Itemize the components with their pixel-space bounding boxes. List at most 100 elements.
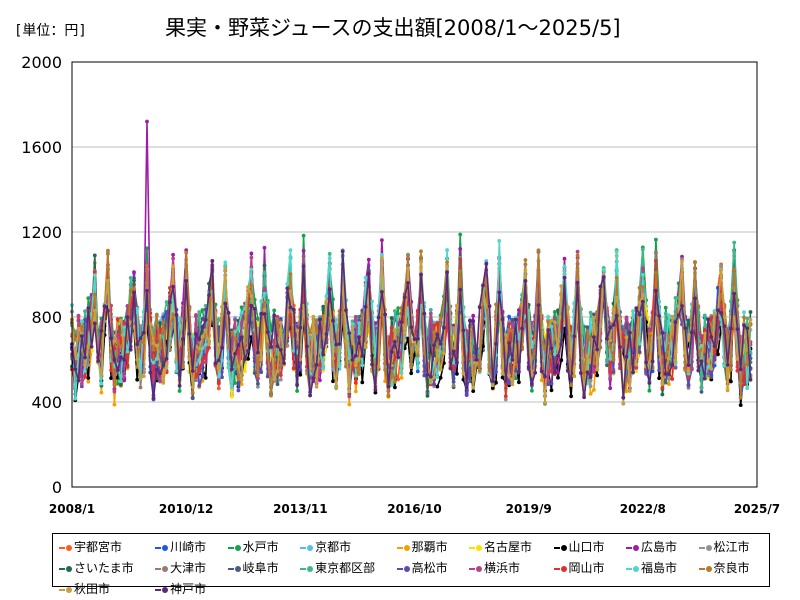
data-point bbox=[128, 347, 133, 352]
data-point bbox=[611, 357, 616, 362]
data-point bbox=[562, 264, 567, 269]
data-point bbox=[353, 380, 358, 385]
data-point bbox=[92, 321, 97, 326]
data-point bbox=[533, 370, 538, 375]
data-point bbox=[102, 304, 107, 309]
data-point bbox=[507, 381, 511, 386]
series-lines bbox=[70, 119, 753, 407]
data-point bbox=[608, 338, 613, 343]
data-point bbox=[288, 313, 293, 317]
data-point bbox=[539, 369, 544, 374]
data-point bbox=[451, 326, 456, 331]
data-point bbox=[618, 345, 622, 349]
data-point bbox=[86, 306, 91, 310]
data-point bbox=[608, 370, 613, 374]
data-point bbox=[660, 355, 665, 360]
data-point bbox=[337, 364, 342, 369]
data-point bbox=[608, 344, 613, 349]
legend-item: 東京都区部 bbox=[300, 560, 390, 577]
data-point bbox=[562, 275, 567, 280]
data-point bbox=[112, 357, 117, 362]
data-point bbox=[298, 372, 303, 377]
data-point bbox=[76, 313, 81, 318]
data-point bbox=[154, 367, 159, 372]
data-point bbox=[471, 319, 476, 323]
data-point bbox=[624, 315, 629, 320]
data-point bbox=[216, 386, 221, 391]
data-point bbox=[190, 396, 195, 401]
data-point bbox=[324, 332, 329, 336]
data-point bbox=[115, 381, 120, 386]
data-point bbox=[588, 318, 593, 322]
data-point bbox=[203, 376, 208, 380]
chart-title: 果実・野菜ジュースの支出額[2008/1〜2025/5] bbox=[165, 16, 621, 40]
data-point bbox=[171, 264, 176, 269]
data-point bbox=[745, 326, 750, 331]
data-point bbox=[233, 381, 238, 385]
data-point bbox=[709, 315, 714, 320]
legend-item: 京都市 bbox=[300, 539, 390, 556]
data-point bbox=[663, 372, 668, 376]
legend: 宇都宮市 川崎市 水戸市 京都市 那覇市 名古屋市 山口市 広島市 松江市 さいたま市 大津市 岐阜市… bbox=[52, 533, 770, 596]
data-point bbox=[415, 348, 420, 353]
legend-item: 福島市 bbox=[626, 560, 692, 577]
data-point bbox=[409, 371, 414, 376]
legend-marker-icon bbox=[403, 544, 410, 551]
data-point bbox=[174, 369, 179, 373]
data-point bbox=[706, 371, 710, 376]
legend-label: 宇都宮市 bbox=[74, 540, 123, 554]
data-point bbox=[203, 355, 208, 360]
data-point bbox=[288, 272, 293, 276]
data-point bbox=[331, 356, 335, 361]
data-point bbox=[282, 361, 286, 365]
data-point bbox=[360, 354, 365, 358]
data-point bbox=[415, 365, 420, 370]
data-point bbox=[647, 331, 652, 336]
data-point bbox=[742, 382, 746, 387]
data-point bbox=[490, 379, 495, 384]
data-point bbox=[716, 308, 720, 313]
data-point bbox=[412, 337, 417, 341]
data-point bbox=[301, 254, 306, 259]
data-point bbox=[262, 291, 267, 296]
data-point bbox=[190, 369, 195, 373]
data-point bbox=[115, 322, 120, 326]
legend-marker-icon bbox=[403, 565, 410, 572]
data-point bbox=[360, 363, 365, 368]
data-point bbox=[468, 318, 472, 323]
data-point bbox=[503, 379, 508, 383]
data-point bbox=[135, 357, 140, 362]
data-point bbox=[79, 384, 84, 389]
data-point bbox=[644, 360, 648, 365]
data-point bbox=[663, 380, 668, 385]
data-point bbox=[595, 373, 600, 378]
data-point bbox=[530, 321, 534, 325]
data-point bbox=[92, 292, 97, 297]
data-point bbox=[86, 379, 91, 384]
legend-label: 名古屋市 bbox=[484, 540, 533, 554]
data-point bbox=[614, 250, 619, 254]
data-point bbox=[83, 369, 87, 373]
data-point bbox=[621, 401, 626, 406]
data-point bbox=[683, 368, 688, 372]
data-point bbox=[422, 373, 427, 378]
data-point bbox=[748, 377, 753, 382]
data-point bbox=[592, 335, 596, 339]
data-point bbox=[233, 329, 238, 334]
data-point bbox=[549, 318, 554, 323]
data-point bbox=[588, 310, 593, 315]
data-point bbox=[275, 317, 280, 322]
data-point bbox=[702, 328, 707, 332]
data-point bbox=[634, 306, 639, 310]
data-point bbox=[353, 389, 358, 394]
data-point bbox=[595, 367, 600, 372]
data-point bbox=[135, 342, 140, 347]
data-point bbox=[575, 280, 580, 285]
legend-label: 高松市 bbox=[411, 561, 448, 575]
legend-item: 秋田市 bbox=[59, 581, 149, 598]
data-point bbox=[311, 376, 316, 380]
data-point bbox=[474, 360, 479, 365]
data-point bbox=[484, 304, 489, 309]
legend-line-icon bbox=[300, 567, 307, 570]
data-point bbox=[399, 371, 404, 375]
